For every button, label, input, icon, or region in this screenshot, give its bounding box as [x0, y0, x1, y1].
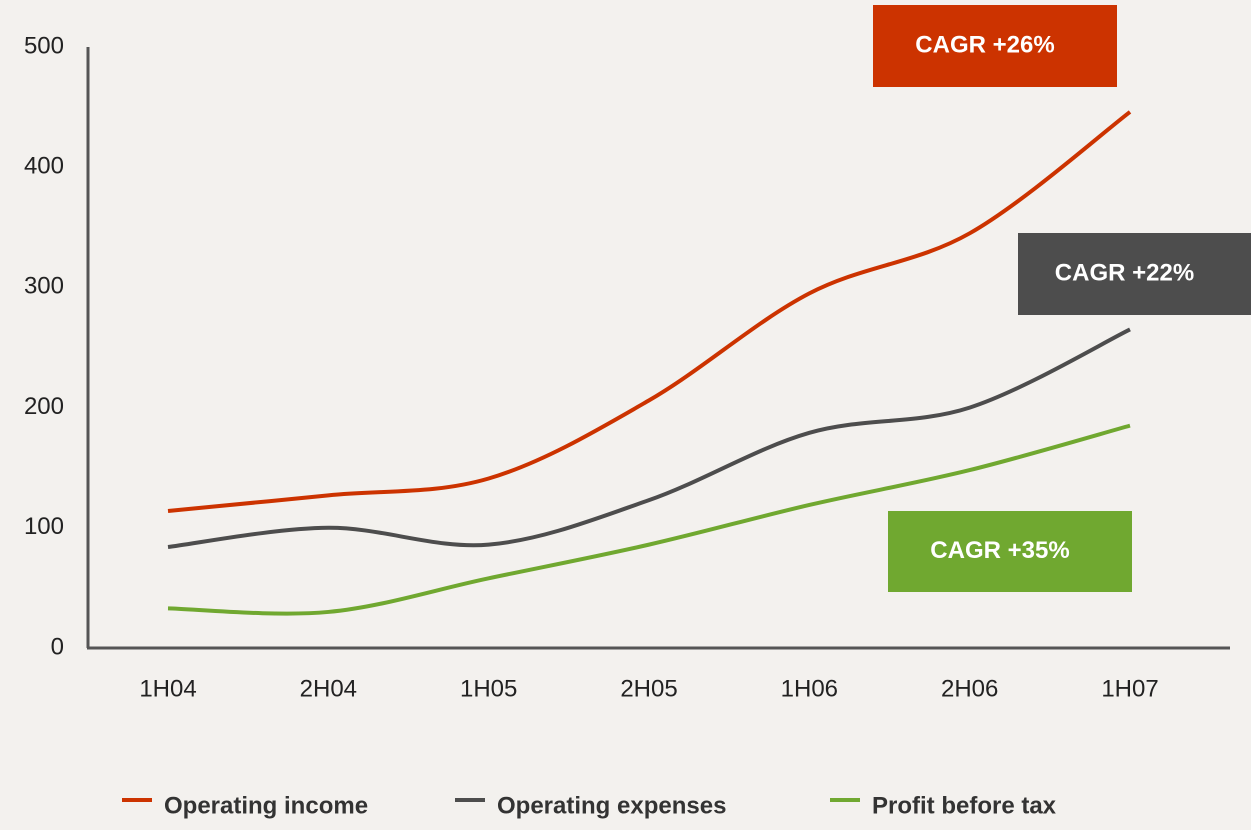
annotation-box [888, 511, 1132, 592]
x-tick-label: 1H04 [139, 675, 196, 702]
legend-label: Operating expenses [497, 792, 726, 819]
x-tick-label: 2H05 [620, 675, 677, 702]
series-line [167, 110, 1132, 513]
annotation: CAGR +35% [930, 537, 1069, 564]
y-tick-label: 200 [24, 393, 64, 420]
x-tick-label: 2H04 [300, 675, 357, 702]
legend-label: Profit before tax [872, 792, 1057, 819]
x-tick-label: 1H05 [460, 675, 517, 702]
series-line [167, 327, 1131, 550]
x-tick-label: 1H07 [1101, 675, 1158, 702]
y-tick-label: 300 [24, 273, 64, 300]
annotation: CAGR +26% [915, 31, 1054, 58]
y-tick-label: 500 [24, 32, 64, 59]
y-tick-label: 100 [24, 513, 64, 540]
annotation: CAGR +22% [1055, 259, 1194, 286]
annotation-box [1018, 233, 1251, 315]
series-line [167, 423, 1131, 616]
annotation-box [873, 5, 1117, 87]
y-tick-label: 0 [51, 633, 64, 660]
legend-label: Operating income [164, 792, 368, 819]
y-tick-label: 400 [24, 153, 64, 180]
x-tick-label: 2H06 [941, 675, 998, 702]
x-tick-label: 1H06 [781, 675, 838, 702]
